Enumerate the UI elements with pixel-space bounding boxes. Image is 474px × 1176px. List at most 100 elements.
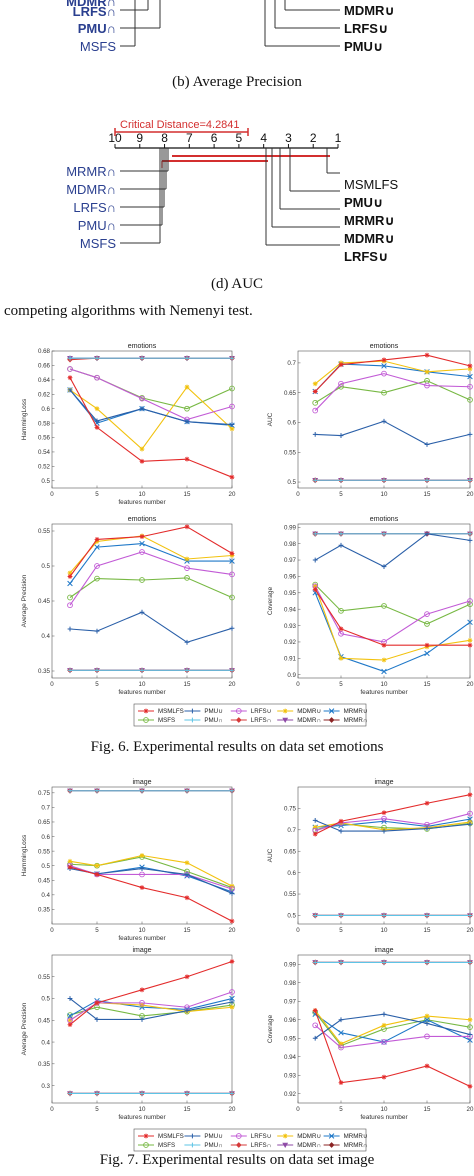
data-point (184, 639, 190, 645)
data-point (184, 524, 190, 530)
data-point (139, 853, 145, 858)
top-left-label-3: MSFS (80, 39, 116, 54)
data-point (184, 575, 190, 581)
top-right-label-0: MDMR∪ (344, 3, 395, 18)
data-point (467, 913, 473, 918)
x-tick-label: 0 (296, 681, 300, 688)
data-point (312, 407, 319, 414)
x-axis-label: features number (118, 499, 166, 506)
y-tick-label: 0.93 (284, 623, 297, 630)
series-MSMLFS (67, 375, 235, 480)
data-point (338, 818, 344, 824)
cd-right-label-2: MRMR∪ (344, 213, 395, 228)
data-point (467, 598, 473, 604)
data-point (184, 1091, 190, 1096)
data-point (139, 540, 145, 547)
data-point (67, 1022, 73, 1028)
data-point (467, 642, 473, 648)
legend-label: MRMR∪ (344, 708, 368, 715)
legend-item: LRFS∪ (230, 1133, 271, 1140)
data-point (424, 826, 430, 831)
data-point (381, 657, 387, 663)
data-point (139, 885, 145, 890)
series-line (69, 368, 233, 421)
caption-b: (b) Average Precision (172, 74, 302, 90)
y-tick-label: 0.5 (41, 996, 50, 1003)
data-point (312, 531, 318, 537)
y-tick-label: 0.7 (41, 805, 50, 812)
y-tick-label: 0.52 (38, 464, 51, 471)
data-point (338, 913, 344, 918)
data-point (467, 821, 473, 827)
series-line (314, 1012, 471, 1047)
series-PMU∩ (67, 667, 235, 673)
x-axis-label: features number (118, 1114, 166, 1121)
data-point (381, 1074, 387, 1080)
data-point (381, 913, 387, 918)
data-point (139, 534, 145, 539)
data-point (229, 890, 235, 896)
x-tick-label: 10 (139, 681, 146, 688)
data-point (94, 537, 100, 542)
plot-area (51, 954, 233, 1104)
y-tick-label: 0.4 (41, 633, 50, 640)
legend-label: MSMLFS (158, 708, 184, 715)
chart-panel: image 0.5 0.55 0.6 0.65 0.7 0.75 0 5 10 15 20 AUC (267, 779, 474, 934)
legend-label: MSFS (158, 1142, 175, 1149)
plot-area (297, 786, 471, 925)
x-tick-label: 0 (296, 927, 300, 934)
data-point (338, 655, 344, 661)
legend-item: PMU∪ (184, 708, 223, 715)
data-point (467, 792, 473, 798)
series-PMU∩ (67, 1091, 235, 1096)
x-axis-label: features number (360, 689, 408, 696)
data-point (467, 601, 473, 608)
cd-diagram-auc: Critical Distance=4.2841 10 9 8 7 6 5 4 3 2 1 MRM… (66, 119, 398, 262)
data-point (67, 1013, 73, 1019)
y-tick-label: 0.99 (284, 961, 297, 968)
series-MSMLFS (67, 524, 235, 579)
top-left-label-0: MDMR∩ (66, 0, 116, 9)
chart-title: image (132, 779, 151, 786)
legend-label: MDMR∩ (297, 1142, 321, 1149)
data-point (312, 583, 318, 589)
data-point (381, 603, 387, 609)
x-axis-label: features number (360, 1114, 408, 1121)
y-tick-label: 0.6 (287, 870, 296, 877)
chart-panel: emotions 0.9 0.91 0.92 0.93 0.94 0.95 0.96 0.97 0… (267, 516, 474, 696)
data-point (381, 418, 387, 424)
data-point (94, 1091, 100, 1096)
series-LRFS∪ (67, 366, 235, 423)
data-point (139, 609, 145, 615)
y-tick-label: 0.9 (287, 672, 296, 679)
legend-item: MRMR∪ (323, 708, 368, 715)
series-line (314, 584, 471, 625)
legend-label: MDMR∪ (297, 708, 321, 715)
y-tick-label: 0.95 (284, 590, 297, 597)
x-axis-label: features number (118, 935, 166, 942)
data-point (467, 619, 473, 626)
data-point (312, 817, 318, 823)
series-MSMLFS (67, 864, 235, 924)
data-point (94, 425, 100, 430)
data-point (184, 872, 190, 877)
data-point (229, 918, 235, 924)
data-point (424, 1013, 430, 1019)
data-point (139, 395, 145, 402)
series-line (69, 991, 233, 1021)
cd-tick-label: 1 (335, 131, 342, 145)
x-axis-label: features number (118, 689, 166, 696)
x-tick-label: 0 (50, 1106, 54, 1113)
data-point (312, 824, 318, 830)
data-point (229, 959, 235, 964)
data-point (235, 717, 242, 723)
data-point (312, 960, 318, 965)
data-point (328, 1133, 335, 1139)
x-tick-label: 5 (339, 681, 343, 688)
data-point (282, 717, 289, 724)
data-point (312, 1022, 319, 1029)
legend-item: LRFS∩ (230, 717, 271, 724)
data-point (338, 828, 344, 834)
series-MSMLFS (67, 959, 235, 1028)
